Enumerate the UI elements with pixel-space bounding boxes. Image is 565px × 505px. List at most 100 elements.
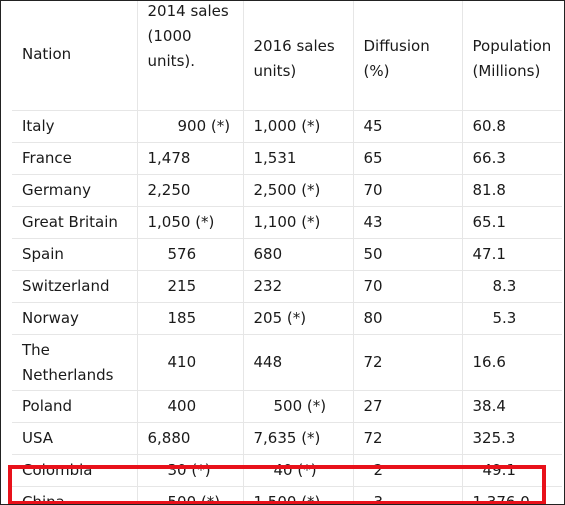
population-cell: 65.1 bbox=[462, 206, 562, 239]
sales-2014-cell: 2,250 bbox=[137, 174, 244, 207]
population-cell: 38.4 bbox=[462, 390, 562, 423]
population-cell-text: 5.3 bbox=[492, 309, 517, 327]
diffusion-cell: 72 bbox=[353, 334, 463, 391]
diffusion-cell-text: 72 bbox=[363, 353, 383, 371]
nation-cell: Switzerland bbox=[12, 270, 138, 303]
sales-2014-cell-text: 900 (*) bbox=[177, 117, 231, 135]
sales-2016-cell: 40 (*) bbox=[243, 454, 354, 487]
sales-2014-cell: 500 (*) bbox=[137, 486, 244, 505]
sales-2014-cell: 1,478 bbox=[137, 142, 244, 175]
sales-2014-cell-text: 500 (*) bbox=[167, 493, 221, 505]
sales-2014-cell-text: 30 (*) bbox=[167, 461, 211, 479]
diffusion-cell-text: 2 bbox=[373, 461, 384, 479]
sales-2014-cell: 900 (*) bbox=[137, 110, 244, 143]
sales-2016-cell-text: 1,000 (*) bbox=[253, 117, 321, 135]
nation-cell: Colombia bbox=[12, 454, 138, 487]
nation-cell-text: Italy bbox=[22, 117, 55, 135]
population-cell: 47.1 bbox=[462, 238, 562, 271]
sales-2014-cell-text: 2,250 bbox=[147, 181, 191, 199]
nation-cell-text: Switzerland bbox=[22, 277, 110, 295]
nation-cell-text: Norway bbox=[22, 309, 79, 327]
nation-cell: Poland bbox=[12, 390, 138, 423]
sales-2016-cell: 500 (*) bbox=[243, 390, 354, 423]
sales-2014-cell-text: 1,478 bbox=[147, 149, 191, 167]
sales-2014-cell: 6,880 bbox=[137, 422, 244, 455]
table-row: France 1,478 1,531 65 66.3 bbox=[12, 142, 562, 175]
population-cell-text: 1,376.0 bbox=[472, 493, 530, 505]
population-cell-text: 47.1 bbox=[472, 245, 506, 263]
sales-2016-cell: 1,000 (*) bbox=[243, 110, 354, 143]
population-cell-text: 49.1 bbox=[482, 461, 516, 479]
diffusion-cell: 3 bbox=[353, 486, 463, 505]
diffusion-cell-text: 45 bbox=[363, 117, 383, 135]
table-row: USA 6,880 7,635 (*) 72 325.3 bbox=[12, 422, 562, 455]
table-row: Italy 900 (*) 1,000 (*) 45 60.8 bbox=[12, 110, 562, 143]
population-cell: 66.3 bbox=[462, 142, 562, 175]
nation-cell-text: USA bbox=[22, 429, 54, 447]
diffusion-cell: 80 bbox=[353, 302, 463, 335]
nation-cell: The Netherlands bbox=[12, 334, 138, 391]
sales-2014-cell-text: 1,050 (*) bbox=[147, 213, 215, 231]
nation-cell-text: Spain bbox=[22, 245, 64, 263]
header-diffusion: Diffusion (%) bbox=[353, 1, 463, 111]
sales-2014-cell: 30 (*) bbox=[137, 454, 244, 487]
header-2014-sales: 2014 sales (1000 units). bbox=[137, 1, 244, 111]
nation-cell-text: China bbox=[22, 493, 65, 505]
sales-2016-cell: 7,635 (*) bbox=[243, 422, 354, 455]
diffusion-cell-text: 70 bbox=[363, 181, 383, 199]
population-cell: 5.3 bbox=[462, 302, 562, 335]
sales-2016-cell: 1,531 bbox=[243, 142, 354, 175]
header-population: Population (Millions) bbox=[462, 1, 562, 111]
diffusion-cell-text: 70 bbox=[363, 277, 383, 295]
diffusion-cell-text: 50 bbox=[363, 245, 383, 263]
table-row: China 500 (*) 1,500 (*) 3 1,376.0 bbox=[12, 486, 562, 505]
diffusion-cell-text: 43 bbox=[363, 213, 383, 231]
header-2016-sales: 2016 sales units) bbox=[243, 1, 354, 111]
nation-cell-text: Poland bbox=[22, 397, 73, 415]
sales-2014-cell-text: 400 bbox=[167, 397, 197, 415]
nation-cell: Great Britain bbox=[12, 206, 138, 239]
sales-2016-cell: 448 bbox=[243, 334, 354, 391]
population-cell: 8.3 bbox=[462, 270, 562, 303]
population-cell-text: 38.4 bbox=[472, 397, 506, 415]
sales-2016-cell-text: 7,635 (*) bbox=[253, 429, 321, 447]
diffusion-cell-text: 3 bbox=[373, 493, 384, 505]
nation-cell: China bbox=[12, 486, 138, 505]
population-cell: 325.3 bbox=[462, 422, 562, 455]
population-cell: 49.1 bbox=[462, 454, 562, 487]
table-row: Norway 185 205 (*) 80 5.3 bbox=[12, 302, 562, 335]
diffusion-cell-text: 72 bbox=[363, 429, 383, 447]
sales-2016-cell-text: 448 bbox=[253, 353, 283, 371]
diffusion-cell-text: 27 bbox=[363, 397, 383, 415]
sales-2016-cell-text: 40 (*) bbox=[273, 461, 317, 479]
sales-2014-cell-text: 6,880 bbox=[147, 429, 191, 447]
diffusion-cell: 45 bbox=[353, 110, 463, 143]
population-cell: 60.8 bbox=[462, 110, 562, 143]
sales-2016-cell-text: 205 (*) bbox=[253, 309, 307, 327]
table-row: Switzerland 215 232 70 8.3 bbox=[12, 270, 562, 303]
population-cell-text: 60.8 bbox=[472, 117, 506, 135]
nation-cell: USA bbox=[12, 422, 138, 455]
sales-2014-cell-text: 185 bbox=[167, 309, 197, 327]
nation-cell: Italy bbox=[12, 110, 138, 143]
diffusion-cell: 65 bbox=[353, 142, 463, 175]
nation-cell-text: Great Britain bbox=[22, 213, 118, 231]
sales-2014-cell: 576 bbox=[137, 238, 244, 271]
nation-cell-text: Germany bbox=[22, 181, 91, 199]
diffusion-cell-text: 65 bbox=[363, 149, 383, 167]
population-cell-text: 8.3 bbox=[492, 277, 517, 295]
nation-cell-text: France bbox=[22, 149, 72, 167]
nation-cell: Germany bbox=[12, 174, 138, 207]
table-row: Germany 2,250 2,500 (*) 70 81.8 bbox=[12, 174, 562, 207]
population-cell: 1,376.0 bbox=[462, 486, 562, 505]
diffusion-cell: 43 bbox=[353, 206, 463, 239]
diffusion-cell: 70 bbox=[353, 270, 463, 303]
diffusion-cell: 2 bbox=[353, 454, 463, 487]
population-cell-text: 81.8 bbox=[472, 181, 506, 199]
diffusion-cell: 72 bbox=[353, 422, 463, 455]
sales-2014-cell: 410 bbox=[137, 334, 244, 391]
diffusion-cell: 70 bbox=[353, 174, 463, 207]
sales-2016-cell: 205 (*) bbox=[243, 302, 354, 335]
population-cell-text: 65.1 bbox=[472, 213, 506, 231]
